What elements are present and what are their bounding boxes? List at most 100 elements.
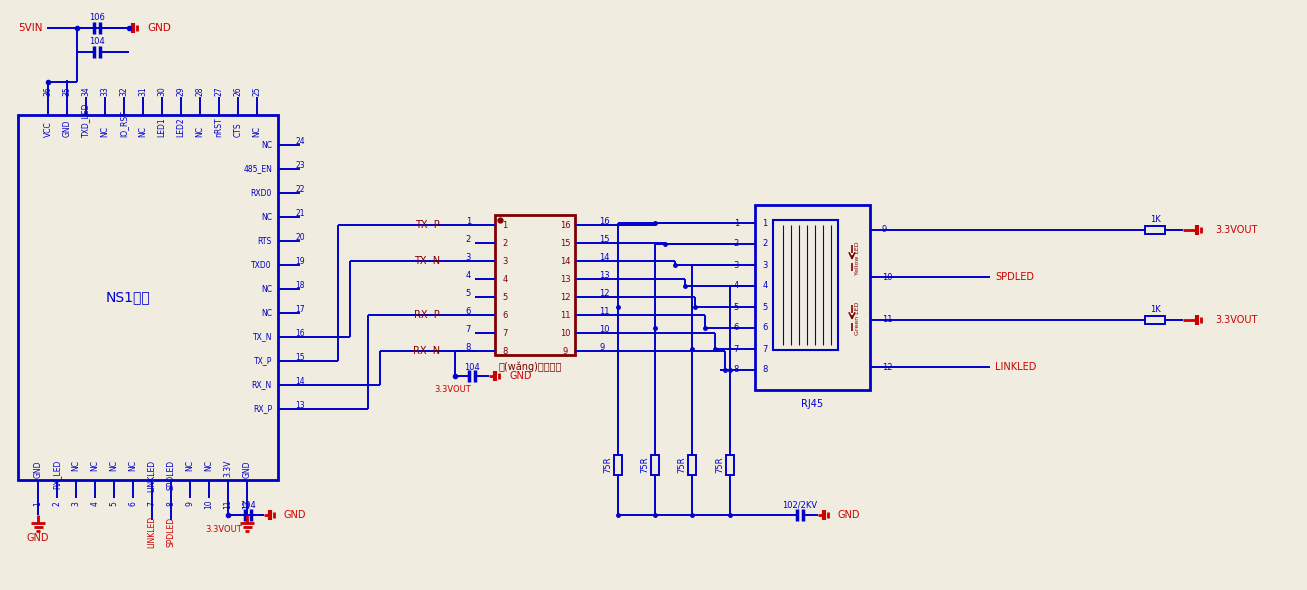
Text: 5: 5: [502, 293, 507, 301]
Text: 2: 2: [733, 240, 738, 248]
Text: NC: NC: [72, 460, 81, 471]
Text: 7: 7: [148, 502, 157, 506]
Text: GND: GND: [243, 460, 251, 477]
Text: TXD0: TXD0: [251, 261, 272, 270]
Text: LED2: LED2: [176, 117, 186, 137]
Text: 27: 27: [214, 86, 223, 96]
Text: LED1: LED1: [158, 117, 166, 137]
Text: 24: 24: [295, 136, 305, 146]
Text: RJ45: RJ45: [801, 399, 823, 409]
Bar: [772, 220, 838, 350]
Text: 12: 12: [599, 290, 609, 299]
Text: 16: 16: [599, 218, 609, 227]
Text: NC: NC: [186, 460, 195, 471]
Text: 8: 8: [733, 365, 738, 375]
Text: 3: 3: [762, 261, 767, 270]
Text: GND: GND: [63, 120, 72, 137]
Text: 10: 10: [204, 499, 213, 509]
Text: 1: 1: [762, 218, 767, 228]
Text: RX  P: RX P: [414, 310, 440, 320]
Text: 1: 1: [733, 218, 738, 228]
Text: 11: 11: [559, 310, 570, 320]
Text: 33: 33: [101, 86, 110, 96]
Bar: [651, 455, 659, 475]
Text: NC: NC: [110, 460, 119, 471]
Text: RX_N: RX_N: [252, 381, 272, 389]
Text: 7: 7: [762, 345, 767, 353]
Text: LINKLED: LINKLED: [148, 516, 157, 548]
Text: 13: 13: [295, 401, 305, 409]
Text: nRST: nRST: [214, 117, 223, 137]
Text: GND: GND: [26, 533, 50, 543]
Text: RXD0: RXD0: [251, 188, 272, 198]
Text: 6: 6: [762, 323, 767, 333]
Text: 8: 8: [465, 343, 471, 352]
Text: TX_N: TX_N: [252, 333, 272, 342]
Text: 21: 21: [295, 208, 305, 218]
Text: 11: 11: [882, 316, 893, 325]
Text: 485_EN: 485_EN: [243, 165, 272, 173]
Text: 32: 32: [119, 86, 128, 96]
Text: RX  N: RX N: [413, 346, 440, 356]
Text: 13: 13: [599, 271, 609, 280]
Text: 3.3VOUT: 3.3VOUT: [435, 385, 472, 395]
Text: 75R: 75R: [640, 457, 650, 473]
Text: NC: NC: [261, 140, 272, 149]
Text: 3.3VOUT: 3.3VOUT: [1216, 225, 1257, 235]
Text: GND: GND: [146, 23, 171, 33]
Text: 網(wǎng)絡變壓器: 網(wǎng)絡變壓器: [498, 362, 562, 372]
Text: NC: NC: [196, 126, 204, 137]
Text: 5: 5: [110, 502, 119, 506]
Text: 3: 3: [72, 502, 81, 506]
Text: 3.3V: 3.3V: [223, 460, 233, 477]
Bar: [18, 115, 278, 480]
Text: 20: 20: [295, 232, 305, 241]
Text: 106: 106: [89, 14, 105, 22]
Text: RX_LED: RX_LED: [52, 460, 61, 489]
Text: 4: 4: [465, 271, 471, 280]
Text: 5: 5: [465, 290, 471, 299]
Text: 35: 35: [63, 86, 72, 96]
Bar: [755, 205, 870, 390]
Text: GND: GND: [508, 371, 532, 381]
Text: 104: 104: [89, 38, 105, 47]
Text: NS1模塊: NS1模塊: [106, 290, 150, 304]
Text: 12: 12: [559, 293, 570, 301]
Text: LINKLED: LINKLED: [995, 362, 1036, 372]
Text: 102/2KV: 102/2KV: [783, 500, 818, 510]
Text: 3: 3: [733, 261, 738, 270]
Text: IO_RST: IO_RST: [119, 110, 128, 137]
Bar: [1145, 226, 1165, 234]
Text: 31: 31: [139, 86, 148, 96]
Text: 29: 29: [176, 86, 186, 96]
Text: 7: 7: [733, 345, 738, 353]
Text: 6: 6: [502, 310, 507, 320]
Text: 6: 6: [465, 307, 471, 316]
Text: 16: 16: [559, 221, 570, 230]
Text: LINKLED: LINKLED: [148, 460, 157, 492]
Text: 23: 23: [295, 160, 305, 169]
Text: 2: 2: [465, 235, 471, 244]
Text: GND: GND: [34, 460, 43, 477]
Text: NC: NC: [204, 460, 213, 471]
Text: NC: NC: [128, 460, 137, 471]
Text: 15: 15: [295, 352, 305, 362]
Text: 13: 13: [559, 274, 570, 284]
Text: NC: NC: [261, 309, 272, 317]
Text: TXD_LED: TXD_LED: [81, 103, 90, 137]
Text: 104: 104: [464, 362, 480, 372]
Text: 15: 15: [559, 238, 570, 247]
Text: 9: 9: [186, 502, 195, 506]
Text: 18: 18: [295, 280, 305, 290]
Text: 2: 2: [52, 502, 61, 506]
Text: 75R: 75R: [604, 457, 613, 473]
Text: 7: 7: [465, 326, 471, 335]
Text: NC: NC: [101, 126, 110, 137]
Text: 30: 30: [158, 86, 166, 96]
Text: NC: NC: [261, 212, 272, 221]
Text: SPDLED: SPDLED: [166, 460, 175, 490]
Text: 3: 3: [502, 257, 507, 266]
Text: TX  N: TX N: [414, 256, 440, 266]
Text: 6: 6: [733, 323, 738, 333]
Text: 34: 34: [81, 86, 90, 96]
